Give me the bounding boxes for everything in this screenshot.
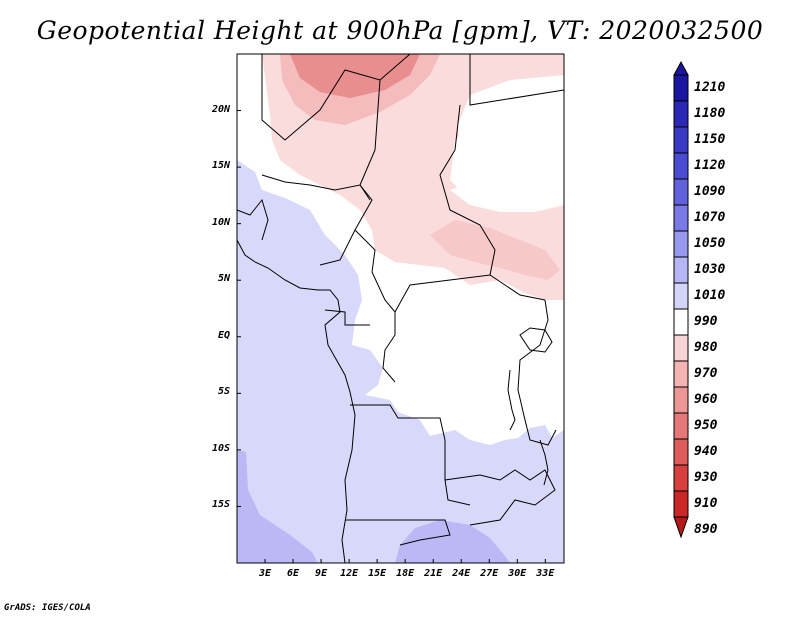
colorbar-swatch [673, 464, 689, 492]
boundary-lines [237, 54, 564, 563]
colorbar-label: 970 [694, 366, 718, 381]
field-990-1010-sudan [450, 168, 564, 212]
colorbar-label: 1180 [694, 106, 726, 121]
lon-label: 6E [287, 568, 300, 579]
colorbar-label: 930 [694, 470, 718, 485]
lat-label: 5N [217, 273, 230, 285]
colorbar-swatch [673, 360, 689, 388]
lon-label: 3E [258, 568, 272, 579]
lon-label: 33E [536, 568, 555, 579]
colorbar-swatch [673, 412, 689, 440]
lon-label: 27E [480, 568, 499, 579]
border-libya [469, 54, 564, 106]
grads-credit: GrADS: IGES/COLA [4, 603, 91, 613]
axis-ticks [237, 110, 546, 563]
lon-label: 21E [424, 568, 443, 579]
colorbar-swatch [673, 230, 689, 258]
field-990-1010-sahara [458, 75, 564, 165]
colorbar-swatch [673, 438, 689, 466]
border-niger-chad [359, 79, 381, 201]
colorbar-label: 910 [694, 496, 718, 511]
colorbar-label: 890 [694, 522, 718, 537]
border-gabon-cameroon [324, 309, 370, 326]
border-angola-drc [350, 404, 471, 506]
map-frame [236, 53, 565, 564]
colorbar-swatch [673, 308, 689, 336]
colorbar [673, 60, 689, 539]
border-chad-sudan [439, 104, 496, 276]
colorbar-swatch [673, 152, 689, 180]
lake-malawi [539, 439, 549, 486]
lat-label: 10S [211, 442, 230, 454]
field-1030-1050-southwest [237, 450, 318, 563]
field-1010-1030-region [237, 190, 564, 563]
colorbar-bottom-arrow [673, 516, 689, 539]
colorbar-label: 1210 [694, 80, 726, 95]
colorbar-swatch [673, 100, 689, 128]
colorbar-label: 980 [694, 340, 718, 355]
lon-label: 18E [396, 568, 415, 579]
lon-label: 24E [452, 568, 471, 579]
colorbar-swatch [673, 178, 689, 206]
field-1010-1030-nigeria [237, 160, 262, 195]
lon-label: 15E [368, 568, 387, 579]
colorbar-swatch [673, 334, 689, 362]
colorbar-label: 960 [694, 392, 718, 407]
colorbar-label: 1030 [694, 262, 726, 277]
border-nigeria [261, 174, 373, 266]
coastline-west-africa [237, 239, 356, 563]
colorbar-swatch [673, 386, 689, 414]
field-960-970-core [290, 54, 420, 98]
lon-label: 9E [315, 568, 328, 579]
field-1030-1050-zambia [395, 520, 510, 563]
border-west-coast-small [237, 198, 269, 241]
lat-label: 15N [211, 160, 230, 172]
colorbar-swatch [673, 282, 689, 310]
colorbar-swatch [673, 490, 689, 518]
colorbar-label: 1150 [694, 132, 726, 147]
border-cameroon-car [354, 229, 546, 313]
lat-label: 10N [211, 216, 230, 228]
border-zambia [444, 469, 556, 526]
lon-label: 12E [340, 568, 359, 579]
lat-label: EQ [217, 329, 230, 341]
lake-victoria [519, 327, 553, 353]
lat-label: 15S [211, 499, 230, 511]
lat-label: 20N [211, 103, 230, 115]
border-east-africa [517, 299, 557, 446]
colorbar-label: 1050 [694, 236, 726, 251]
lon-label: 30E [508, 568, 527, 579]
colorbar-label: 950 [694, 418, 718, 433]
colorbar-label: 940 [694, 444, 718, 459]
colorbar-label: 1070 [694, 210, 726, 225]
colorbar-label: 1010 [694, 288, 726, 303]
map-title: Geopotential Height at 900hPa [gpm], VT:… [36, 16, 764, 45]
border-congo-drc [382, 312, 396, 383]
lake-tanganyika [507, 369, 516, 431]
colorbar-swatch [673, 204, 689, 232]
lat-label: 5S [217, 386, 230, 398]
colorbar-label: 1120 [694, 158, 726, 173]
map-field [237, 54, 564, 563]
colorbar-top-arrow [673, 60, 689, 76]
colorbar-label: 1090 [694, 184, 726, 199]
colorbar-label: 990 [694, 314, 718, 329]
colorbar-swatch [673, 126, 689, 154]
colorbar-swatch [673, 256, 689, 284]
border-angola-namibia [345, 519, 451, 546]
colorbar-swatch [673, 74, 689, 102]
